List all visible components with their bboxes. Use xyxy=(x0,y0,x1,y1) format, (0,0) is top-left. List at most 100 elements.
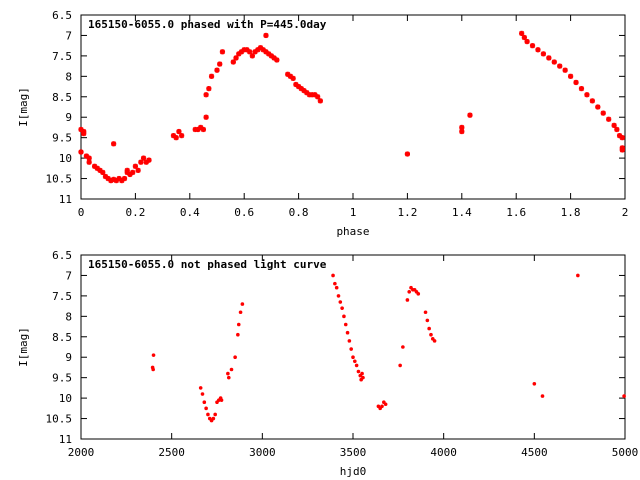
y-tick-label: 9 xyxy=(65,111,72,124)
y-tick-label: 9.5 xyxy=(52,372,72,385)
data-point xyxy=(340,306,344,310)
data-point xyxy=(407,290,412,294)
axis-ticks: 0 0.2 0.4 0.6 0.8 1 1.2 1.4 1.6 1.8 2 6.5 7 7.5 8 8.5 9 9… xyxy=(46,9,629,219)
data-point xyxy=(226,371,230,376)
data-point xyxy=(219,398,224,402)
data-point xyxy=(622,394,626,398)
data-point xyxy=(606,116,612,122)
data-point xyxy=(347,339,352,343)
data-point xyxy=(208,73,215,79)
data-point xyxy=(236,322,241,327)
data-point xyxy=(229,367,234,372)
y-tick-label: 10 xyxy=(59,152,72,165)
data-point xyxy=(600,110,606,116)
data-point xyxy=(204,406,208,411)
data-point xyxy=(214,67,220,73)
data-point xyxy=(173,135,179,141)
data-point xyxy=(138,159,144,165)
data-point xyxy=(213,412,217,417)
data-point xyxy=(130,169,136,176)
data-point xyxy=(236,332,240,337)
data-point xyxy=(233,355,237,360)
x-tick-label: 5000 xyxy=(612,446,639,459)
data-point xyxy=(124,167,130,173)
y-tick-label: 8.5 xyxy=(52,331,72,344)
data-point xyxy=(427,326,431,331)
data-point xyxy=(202,400,207,405)
data-point xyxy=(546,55,552,61)
data-point xyxy=(361,375,365,380)
x-tick-label: 0.4 xyxy=(180,206,200,219)
data-points xyxy=(78,30,625,184)
data-point xyxy=(249,53,255,59)
unphased-light-curve-plot: 165150-6055.0 not phased light curve hjd… xyxy=(17,249,638,478)
x-tick-label: 1.6 xyxy=(506,206,526,219)
data-point xyxy=(342,314,346,319)
y-tick-label: 11 xyxy=(59,193,72,206)
y-axis-label: I[mag] xyxy=(17,87,30,127)
data-point xyxy=(557,63,563,69)
data-point xyxy=(584,92,590,98)
x-tick-label: 1.2 xyxy=(397,206,417,219)
y-tick-label: 8 xyxy=(65,70,72,83)
axis-ticks: 2000 2500 3000 3500 4000 4500 5000 6.5 7 7.5 8 8.5 9… xyxy=(46,249,639,459)
data-point xyxy=(317,98,323,104)
data-point xyxy=(140,155,147,161)
x-tick-label: 2500 xyxy=(158,446,185,459)
data-point xyxy=(551,59,557,65)
data-point xyxy=(331,273,335,278)
data-point xyxy=(568,73,574,79)
data-point xyxy=(203,92,209,98)
y-tick-label: 11 xyxy=(59,433,72,446)
data-point xyxy=(619,147,625,153)
data-point xyxy=(132,163,138,169)
y-tick-label: 8 xyxy=(65,310,72,323)
data-point xyxy=(416,292,421,296)
y-tick-label: 10.5 xyxy=(46,413,73,426)
x-tick-label: 3000 xyxy=(249,446,276,459)
plot-title: 165150-6055.0 not phased light curve xyxy=(88,258,327,271)
data-point xyxy=(529,43,536,49)
data-points xyxy=(150,273,626,423)
x-tick-label: 4000 xyxy=(430,446,457,459)
data-point xyxy=(401,345,405,349)
data-point xyxy=(398,363,402,368)
data-point xyxy=(247,49,253,55)
data-point xyxy=(274,57,280,63)
data-point xyxy=(315,94,321,100)
data-point xyxy=(226,375,231,380)
data-point xyxy=(524,38,530,45)
data-point xyxy=(360,371,364,376)
data-point xyxy=(589,98,595,104)
data-point xyxy=(334,285,339,290)
x-tick-label: 0.6 xyxy=(234,206,254,219)
data-point xyxy=(535,47,541,53)
data-point xyxy=(429,332,433,337)
y-tick-label: 10 xyxy=(59,392,72,405)
data-point xyxy=(135,167,141,173)
data-point xyxy=(206,86,212,92)
data-point xyxy=(200,126,206,133)
data-point xyxy=(263,32,269,39)
x-tick-label: 0 xyxy=(78,206,85,219)
y-tick-label: 9 xyxy=(65,351,72,364)
data-point xyxy=(423,310,428,315)
data-point xyxy=(578,86,585,92)
data-point xyxy=(233,55,239,61)
y-tick-label: 6.5 xyxy=(52,9,72,22)
data-point xyxy=(336,294,341,298)
data-point xyxy=(100,169,106,176)
data-point xyxy=(203,114,209,120)
data-point xyxy=(595,104,601,110)
y-tick-label: 7.5 xyxy=(52,290,72,303)
data-point xyxy=(576,273,580,278)
data-point xyxy=(519,30,525,36)
y-tick-label: 10.5 xyxy=(46,173,73,186)
x-tick-label: 0.8 xyxy=(289,206,309,219)
data-point xyxy=(343,322,348,327)
data-point xyxy=(176,128,182,135)
x-tick-label: 4500 xyxy=(521,446,548,459)
data-point xyxy=(405,298,410,302)
x-tick-label: 1 xyxy=(350,206,357,219)
